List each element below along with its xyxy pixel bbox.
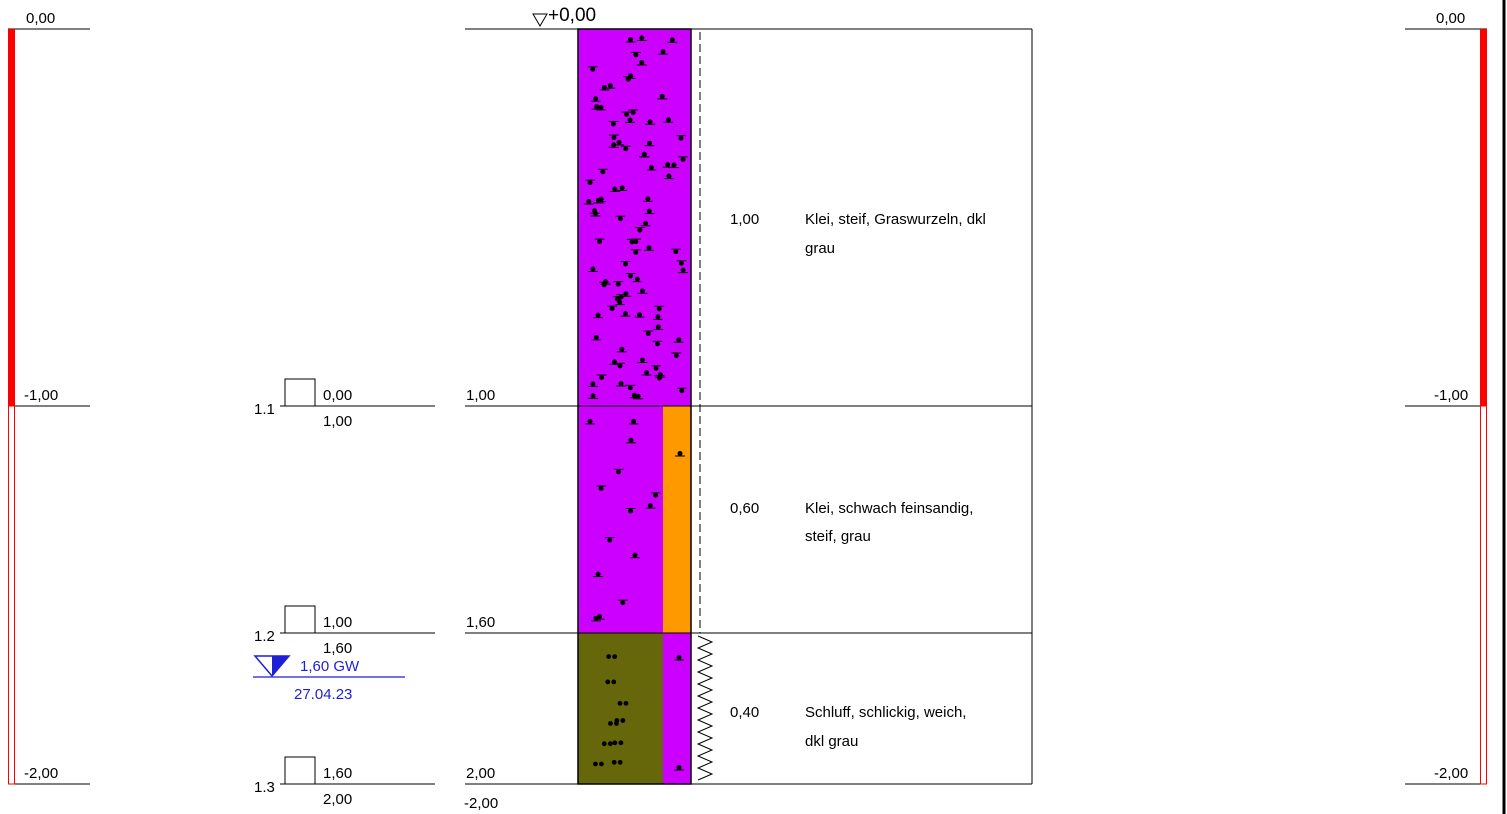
layer-description-line: steif, grau — [805, 528, 871, 545]
soil-column — [578, 29, 691, 784]
layer-description-line: Schluff, schlickig, weich, — [805, 704, 966, 721]
layer-bottom-label: 2,00 — [466, 765, 495, 782]
groundwater-depth: 1,60 GW — [300, 658, 360, 675]
surface-triangle-icon — [533, 14, 547, 26]
sample-box — [285, 757, 315, 784]
layer-description-line: Klei, steif, Graswurzeln, dkl — [805, 211, 986, 228]
sample-bottom: 1,00 — [323, 413, 352, 430]
sample-1-2: 1.2 1,00 1,60 — [254, 606, 435, 657]
soft-zigzag-line — [698, 636, 712, 780]
layer-description-line: Klei, schwach feinsandig, — [805, 500, 973, 517]
layer-3-text: 0,40 Schluff, schlickig, weich, dkl grau — [730, 704, 966, 750]
layer-bottom-label: 1,00 — [466, 387, 495, 404]
sample-1-3: 1.3 1,60 2,00 — [254, 757, 435, 808]
layer-2-side-fill — [663, 406, 691, 633]
right-open-bar — [1481, 406, 1487, 784]
sample-box — [285, 379, 315, 406]
layer-bottom-labels: 1,00 1,60 2,00 -2,00 — [464, 29, 1032, 812]
right-tick-label: -1,00 — [1434, 387, 1468, 404]
sample-id: 1.2 — [254, 628, 275, 645]
layer-1-main-fill — [578, 29, 691, 406]
left-casing-bar — [8, 29, 15, 406]
surface-marker: +0,00 — [533, 5, 596, 26]
sample-top: 1,60 — [323, 765, 352, 782]
sample-top: 0,00 — [323, 387, 352, 404]
groundwater-marker: 1,60 GW 27.04.23 — [253, 656, 405, 703]
layer-description-line: dkl grau — [805, 733, 858, 750]
right-depth-scale: 0,00 -1,00 -2,00 — [1405, 0, 1504, 814]
left-tick-label: -1,00 — [24, 387, 58, 404]
layer-thickness: 0,60 — [730, 500, 759, 517]
surface-label: +0,00 — [548, 5, 596, 26]
final-depth-label: -2,00 — [464, 795, 498, 812]
sample-id: 1.3 — [254, 779, 275, 796]
sample-bottom: 1,60 — [323, 640, 352, 657]
left-open-bar — [9, 406, 15, 784]
layer-description-line: grau — [805, 240, 835, 257]
sample-1-1: 1.1 0,00 1,00 — [254, 379, 435, 430]
sample-bottom: 2,00 — [323, 791, 352, 808]
groundwater-date: 27.04.23 — [294, 686, 352, 703]
layer-thickness: 1,00 — [730, 211, 759, 228]
right-tick-label: 0,00 — [1436, 10, 1465, 27]
layer-thickness: 0,40 — [730, 704, 759, 721]
layer-1-text: 1,00 Klei, steif, Graswurzeln, dkl grau — [730, 211, 986, 257]
right-tick-label: -2,00 — [1434, 765, 1468, 782]
layer-2-main-fill — [578, 406, 663, 633]
right-casing-bar — [1480, 29, 1487, 406]
layer-2-text: 0,60 Klei, schwach feinsandig, steif, gr… — [730, 500, 973, 545]
left-tick-label: 0,00 — [26, 10, 55, 27]
sample-id: 1.1 — [254, 401, 275, 418]
left-tick-label: -2,00 — [24, 765, 58, 782]
layer-bottom-label: 1,60 — [466, 614, 495, 631]
layer-3-side-fill — [663, 633, 691, 784]
sample-top: 1,00 — [323, 614, 352, 631]
sample-box — [285, 606, 315, 633]
left-depth-scale: 0,00 -1,00 -2,00 — [8, 10, 90, 784]
